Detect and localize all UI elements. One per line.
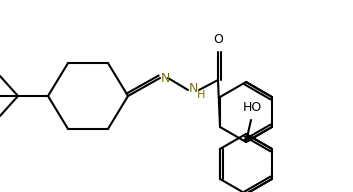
Text: HO: HO <box>243 101 262 114</box>
Text: N: N <box>161 71 170 84</box>
Text: N: N <box>189 81 198 94</box>
Text: O: O <box>213 33 223 46</box>
Text: H: H <box>197 90 205 100</box>
